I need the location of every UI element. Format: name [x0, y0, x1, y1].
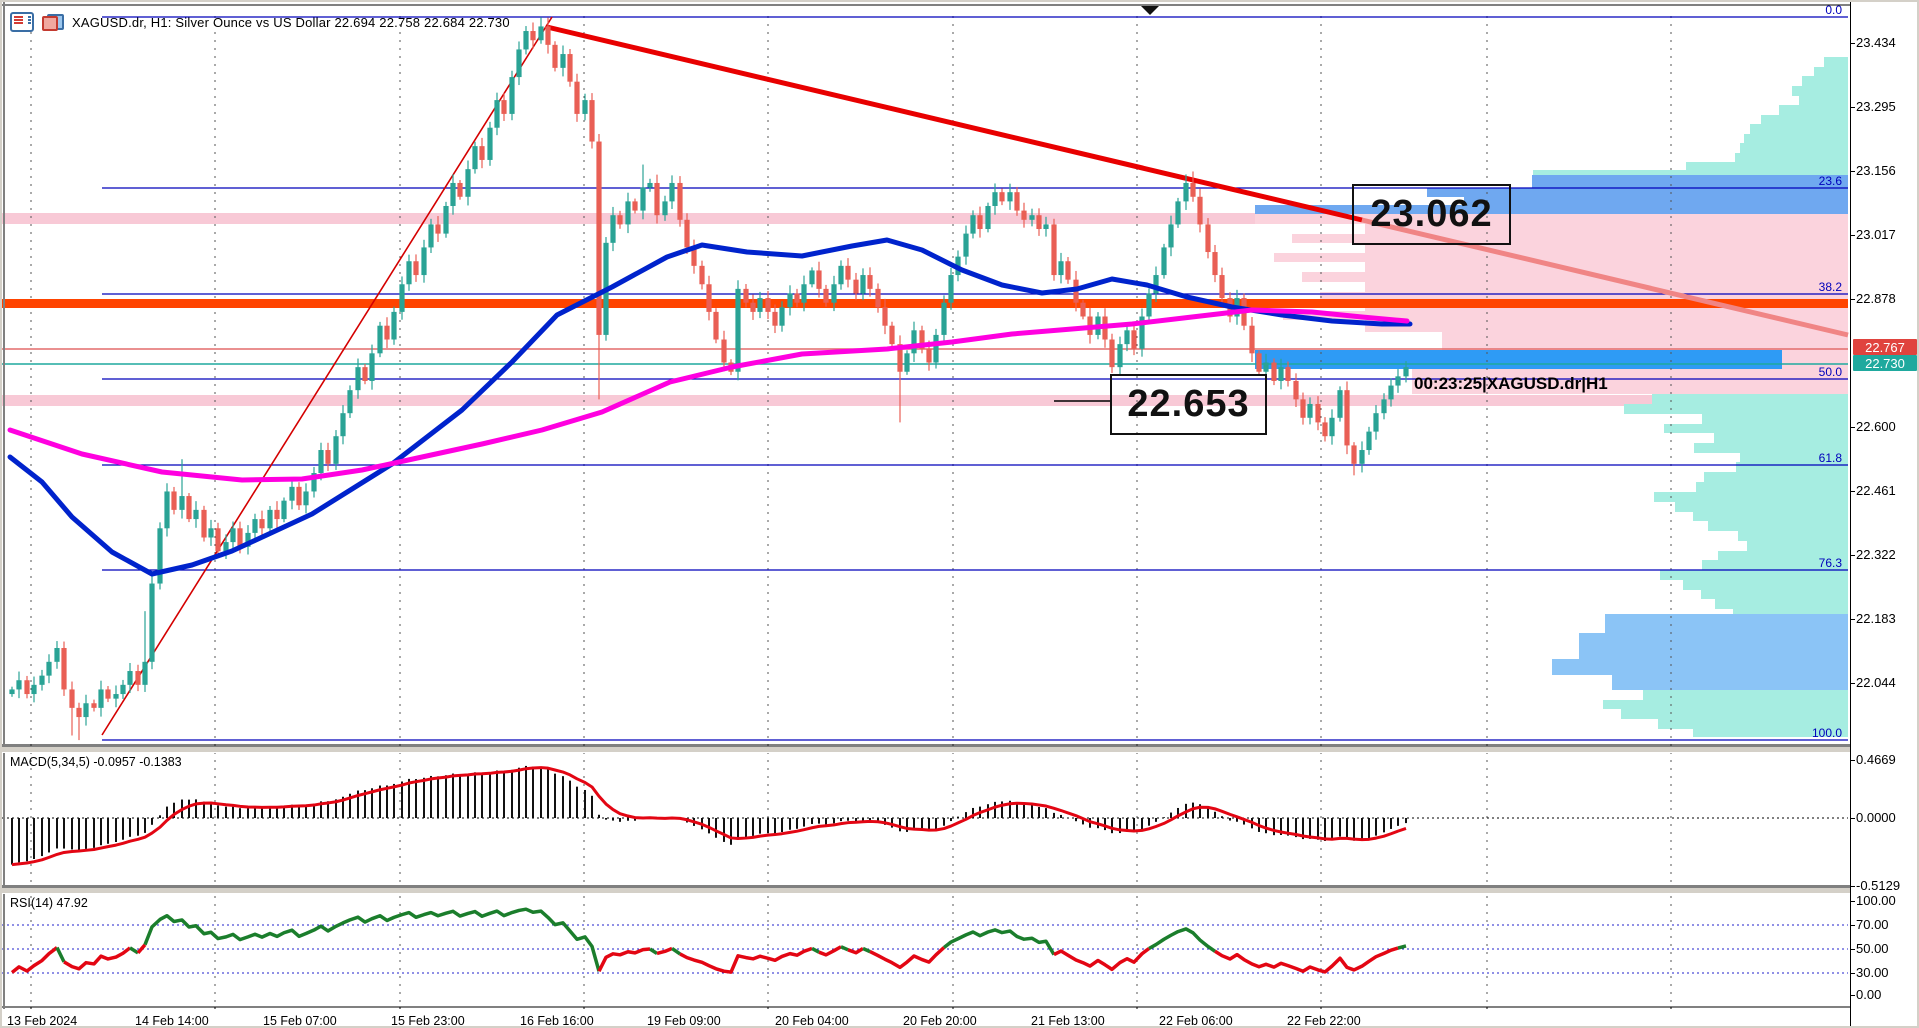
axis-label: 100.00 — [1856, 893, 1896, 908]
axis-label: 22.461 — [1856, 483, 1896, 498]
macd-indicator — [2, 765, 1848, 867]
panel-separator-macd[interactable] — [2, 746, 1850, 753]
svg-text:76.3: 76.3 — [1819, 556, 1843, 570]
axis-label: 23.434 — [1856, 35, 1896, 50]
trendlines[interactable] — [101, 16, 1849, 736]
panel-borders — [2, 2, 1856, 1026]
time-axis-label: 14 Feb 14:00 — [135, 1014, 209, 1028]
axis-label: 0.00 — [1856, 987, 1882, 1002]
time-axis-label: 15 Feb 07:00 — [263, 1014, 337, 1028]
horizontal-price-lines[interactable] — [2, 299, 1848, 365]
axis-label: 23.017 — [1856, 227, 1896, 242]
axis-label: 50.00 — [1856, 941, 1889, 956]
volume-profile-and-zones — [2, 57, 1848, 737]
svg-text:0.0: 0.0 — [1825, 3, 1842, 17]
descending-trendline-extension — [1361, 217, 1849, 338]
svg-text:100.0: 100.0 — [1812, 726, 1842, 740]
time-axis-label: 13 Feb 2024 — [7, 1014, 78, 1028]
svg-text:50.0: 50.0 — [1819, 365, 1843, 379]
axis-label: 23.295 — [1856, 99, 1896, 114]
svg-text:38.2: 38.2 — [1819, 280, 1843, 294]
axis-label: 22.322 — [1856, 547, 1896, 562]
time-axis-label: 22 Feb 22:00 — [1287, 1014, 1361, 1028]
svg-text:23.6: 23.6 — [1819, 174, 1843, 188]
time-axis-label: 15 Feb 23:00 — [391, 1014, 465, 1028]
time-axis-label: 20 Feb 20:00 — [903, 1014, 977, 1028]
macd-label: MACD(5,34,5) -0.0957 -0.1383 — [10, 755, 182, 769]
time-axis-label: 19 Feb 09:00 — [647, 1014, 721, 1028]
axis-label: 22.044 — [1856, 675, 1896, 690]
moving-averages — [7, 237, 1413, 577]
chart-list-icon[interactable] — [10, 12, 34, 32]
axis-label: 0.4669 — [1856, 752, 1896, 767]
axis-label: 23.156 — [1856, 163, 1896, 178]
time-gridlines — [30, 16, 1856, 1007]
time-axis[interactable]: 13 Feb 2024 14 Feb 14:00 15 Feb 07:00 15 Fe… — [2, 1009, 1850, 1028]
candle-countdown-label: 00:23:25|XAGUSD.dr|H1 — [1414, 374, 1608, 393]
chart-copy-icon[interactable] — [42, 13, 64, 31]
ascending-trendline — [101, 16, 553, 736]
axis-label: 0.0000 — [1856, 810, 1896, 825]
axis-label: 22.183 — [1856, 611, 1896, 626]
ask-price-tag: 22.767 — [1853, 339, 1917, 355]
price-annotation-high-label: 23.062 — [1370, 193, 1493, 235]
rsi-label: RSI(14) 47.92 — [10, 896, 88, 910]
descending-trendline — [546, 24, 1363, 223]
price-annotation-low-label: 22.653 — [1127, 383, 1250, 425]
price-annotation-low[interactable]: 22.653 — [1110, 374, 1267, 435]
chart-title: XAGUSD.dr, H1: Silver Ounce vs US Dollar… — [72, 14, 510, 30]
axis-label: 70.00 — [1856, 917, 1889, 932]
time-axis-label: 22 Feb 06:00 — [1159, 1014, 1233, 1028]
time-axis-label: 21 Feb 13:00 — [1031, 1014, 1105, 1028]
svg-text:61.8: 61.8 — [1819, 451, 1843, 465]
time-axis-label: 20 Feb 04:00 — [775, 1014, 849, 1028]
price-axis[interactable]: 22.767 22.730 23.434 23.295 23.156 23.017 22… — [1850, 2, 1917, 1026]
chart-header: XAGUSD.dr, H1: Silver Ounce vs US Dollar… — [10, 12, 510, 32]
axis-label: 22.600 — [1856, 419, 1896, 434]
axis-label: 22.878 — [1856, 291, 1896, 306]
panel-separator-rsi[interactable] — [2, 887, 1850, 894]
chart-shift-marker[interactable] — [1141, 6, 1159, 15]
axis-label: -0.5129 — [1856, 878, 1901, 893]
fibonacci-retracement[interactable]: 0.0 23.6 38.2 50.0 61.8 76.3 100.0 — [102, 3, 1848, 741]
bid-price-tag: 22.730 — [1853, 355, 1917, 371]
rsi-indicator — [2, 907, 1848, 974]
axis-label: 30.00 — [1856, 965, 1889, 980]
price-annotation-high[interactable]: 23.062 — [1352, 184, 1511, 245]
time-axis-label: 16 Feb 16:00 — [520, 1014, 594, 1028]
